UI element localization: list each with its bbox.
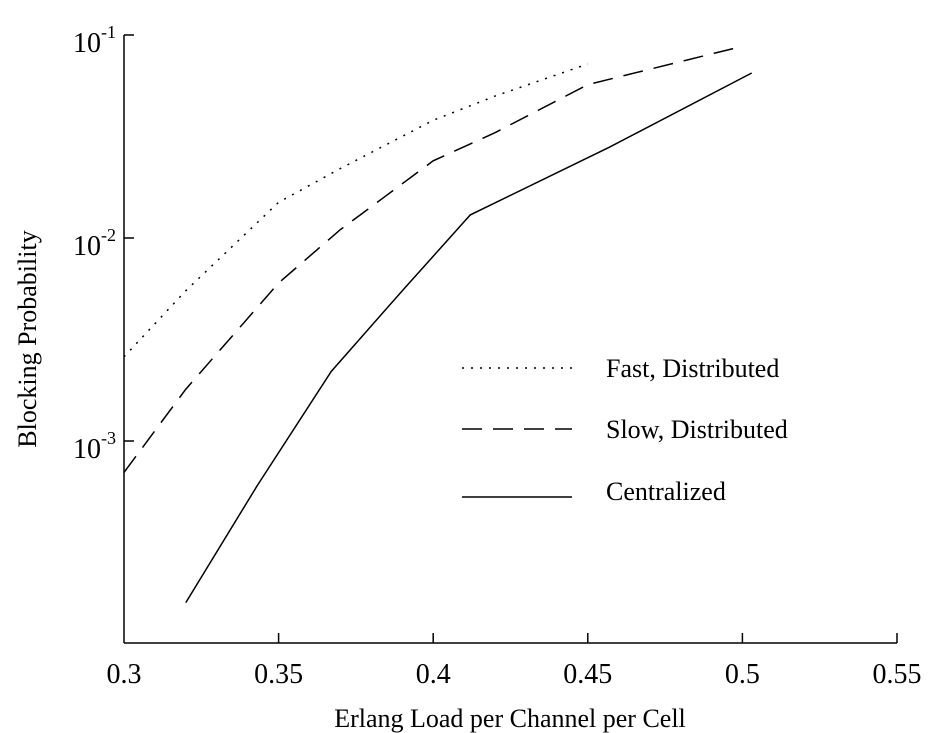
y-tick-base: 10 (73, 231, 101, 262)
x-tick-label: 0.45 (563, 659, 612, 690)
series-layer (123, 45, 753, 603)
series-line-centralized (185, 72, 753, 603)
x-axis-label: Erlang Load per Channel per Cell (334, 704, 686, 733)
y-tick-exponent: -3 (101, 428, 116, 448)
x-tick-label: 0.4 (416, 659, 451, 690)
y-tick-label: 10-2 (73, 225, 116, 262)
legend-label-slow-distributed: Slow, Distributed (606, 415, 788, 444)
y-tick-base: 10 (73, 28, 101, 59)
y-tick-labels: 10-110-210-3 (73, 22, 116, 465)
plot-frame (123, 35, 897, 644)
x-tick-label: 0.5 (725, 659, 760, 690)
x-tick-label: 0.35 (254, 659, 303, 690)
axis-ticks (124, 34, 898, 643)
x-tick-labels: 0.3 0.35 0.4 0.45 0.5 0.55 (107, 659, 922, 690)
y-tick-label: 10-1 (73, 22, 116, 59)
series-line-slow-distributed (123, 45, 743, 473)
y-axis-label: Blocking Probability (13, 230, 42, 447)
legend-label-fast-distributed: Fast, Distributed (606, 354, 779, 383)
y-tick-base: 10 (73, 434, 101, 465)
series-line-fast-distributed (123, 63, 589, 358)
legend-label-centralized: Centralized (606, 477, 726, 506)
x-tick-label: 0.55 (873, 659, 922, 690)
y-tick-label: 10-3 (73, 428, 116, 465)
y-tick-exponent: -1 (101, 22, 116, 42)
legend: Fast, Distributed Slow, Distributed Cent… (462, 354, 788, 506)
x-tick-label: 0.3 (107, 659, 142, 690)
y-tick-exponent: -2 (101, 225, 116, 245)
